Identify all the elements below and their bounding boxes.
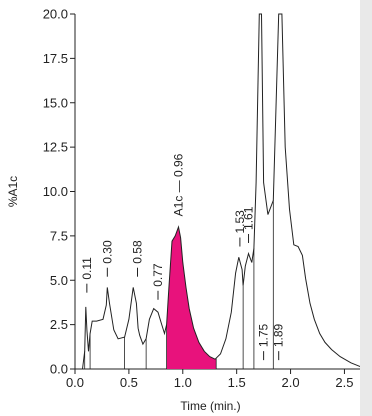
y-tick-label: 0.0 <box>50 362 68 377</box>
peak-label: 0.58 <box>131 240 145 264</box>
peak-label: A1c — 0.96 <box>171 153 185 216</box>
chromatogram-trace <box>82 13 367 370</box>
peak-label-group: 1.53 <box>233 210 247 247</box>
y-tick-label: 5.0 <box>50 273 68 288</box>
peak-label-group: 1.75 <box>257 323 271 361</box>
peak-labels: 0.11 0.30 0.58 0.77 A1c — 0.96 1.531.61 1.75 1.… <box>80 153 286 361</box>
x-tick-label: 2.0 <box>282 375 300 390</box>
y-tick-label: 10.0 <box>43 184 68 199</box>
peak-label: 1.75 <box>257 323 271 347</box>
y-tick-label: 17.5 <box>43 51 68 66</box>
x-tick-label: 0.5 <box>120 375 138 390</box>
peak-label-group: 0.77 <box>151 263 165 300</box>
x-ticks: 0.0 0.5 1.0 1.5 2.0 2.5 <box>66 369 353 390</box>
y-tick-label: 20.0 <box>43 7 68 22</box>
peak-label: 1.89 <box>272 323 286 347</box>
y-ticks: 0.0 2.5 5.0 7.5 10.0 12.5 15.0 17.5 20.0 <box>43 7 75 377</box>
y-tick-label: 15.0 <box>43 95 68 110</box>
y-axis: 0.0 2.5 5.0 7.5 10.0 12.5 15.0 17.5 20.0 <box>43 7 76 377</box>
peak-label-group: 0.30 <box>100 240 114 277</box>
y-tick-label: 7.5 <box>50 228 68 243</box>
peak-label-group: 1.61 <box>242 206 256 243</box>
x-axis-title: Time (min.) <box>180 399 240 413</box>
y-axis-title: %A1c <box>6 176 20 207</box>
peak-label-group: 0.11 <box>80 257 94 293</box>
peak-label: 1.61 <box>242 206 256 230</box>
x-tick-label: 2.5 <box>335 375 353 390</box>
drop-lines <box>84 200 274 369</box>
peak-label: 1.53 <box>233 210 247 234</box>
x-tick-label: 1.5 <box>228 375 246 390</box>
x-axis: 0.0 0.5 1.0 1.5 2.0 2.5 <box>66 368 366 390</box>
peak-label: 0.11 <box>80 257 94 280</box>
y-tick-label: 2.5 <box>50 317 68 332</box>
y-tick-label: 12.5 <box>43 140 68 155</box>
a1c-peak-area <box>166 227 217 369</box>
peak-label-group: 0.58 <box>131 240 145 277</box>
x-tick-label: 0.0 <box>66 375 84 390</box>
peak-label-group: 1.89 <box>272 323 286 361</box>
peak-label-group: A1c — 0.96 <box>171 153 185 216</box>
x-tick-label: 1.0 <box>174 375 192 390</box>
peak-label: 0.77 <box>151 263 165 287</box>
scrollbar-track <box>360 0 372 416</box>
peak-label: 0.30 <box>100 240 114 264</box>
